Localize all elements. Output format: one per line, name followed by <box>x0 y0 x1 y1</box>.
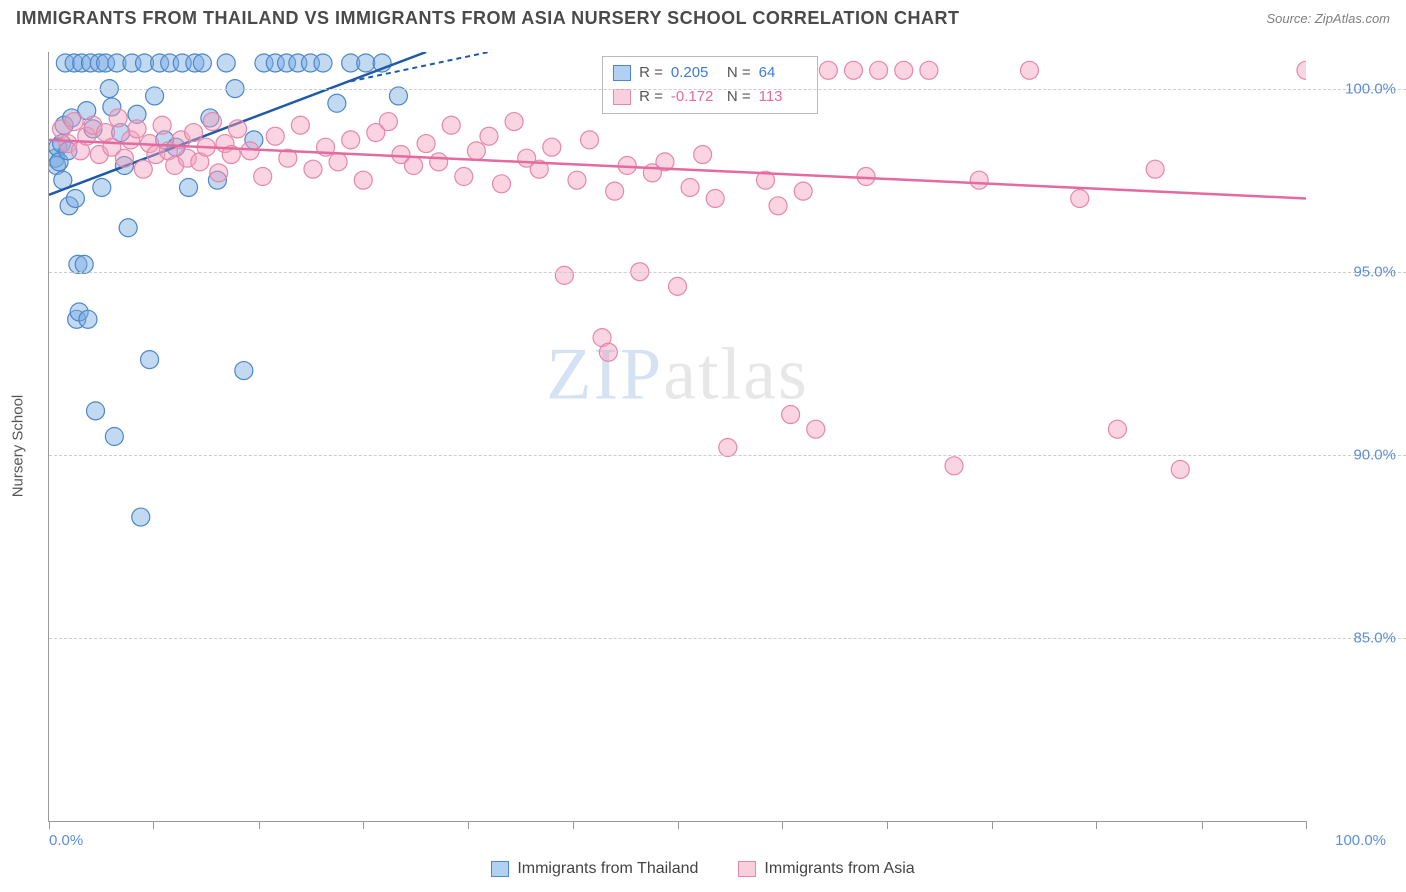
legend-label: Immigrants from Thailand <box>517 860 698 878</box>
swatch-pink-icon <box>613 89 631 105</box>
source-attribution: Source: ZipAtlas.com <box>1266 11 1390 26</box>
r-label: R = <box>639 61 663 85</box>
gridline <box>49 455 1406 456</box>
bottom-legend: Immigrants from Thailand Immigrants from… <box>0 860 1406 878</box>
x-tick <box>573 821 574 829</box>
x-tick <box>363 821 364 829</box>
stats-legend: R = 0.205 N = 64 R = -0.172 N = 113 <box>602 56 818 114</box>
chart-plot-area: ZIPatlas R = 0.205 N = 64 R = -0.172 N =… <box>48 52 1306 822</box>
y-tick-label: 95.0% <box>1353 263 1396 280</box>
x-tick <box>1306 821 1307 829</box>
y-axis-label: Nursery School <box>10 395 27 498</box>
legend-item-asia: Immigrants from Asia <box>738 860 914 878</box>
gridline <box>49 89 1406 90</box>
x-tick <box>468 821 469 829</box>
n-value-thailand: 64 <box>759 61 807 85</box>
x-tick <box>259 821 260 829</box>
x-tick <box>1096 821 1097 829</box>
watermark: ZIPatlas <box>546 332 809 417</box>
x-tick <box>678 821 679 829</box>
legend-label: Immigrants from Asia <box>764 860 914 878</box>
scatter-svg <box>49 52 1306 821</box>
x-tick <box>1202 821 1203 829</box>
stats-row-thailand: R = 0.205 N = 64 <box>613 61 807 85</box>
swatch-pink-icon <box>738 861 756 877</box>
x-max-label: 100.0% <box>1335 832 1386 849</box>
y-tick-label: 85.0% <box>1353 629 1396 646</box>
swatch-blue-icon <box>613 65 631 81</box>
x-tick <box>992 821 993 829</box>
gridline <box>49 638 1406 639</box>
n-label: N = <box>727 61 751 85</box>
r-value-thailand: 0.205 <box>671 61 719 85</box>
x-tick <box>887 821 888 829</box>
x-tick <box>49 821 50 829</box>
y-tick-label: 100.0% <box>1345 80 1396 97</box>
y-tick-label: 90.0% <box>1353 446 1396 463</box>
chart-title: IMMIGRANTS FROM THAILAND VS IMMIGRANTS F… <box>16 8 959 29</box>
x-min-label: 0.0% <box>49 832 83 849</box>
gridline <box>49 272 1406 273</box>
swatch-blue-icon <box>491 861 509 877</box>
x-tick <box>782 821 783 829</box>
x-tick <box>153 821 154 829</box>
legend-item-thailand: Immigrants from Thailand <box>491 860 698 878</box>
